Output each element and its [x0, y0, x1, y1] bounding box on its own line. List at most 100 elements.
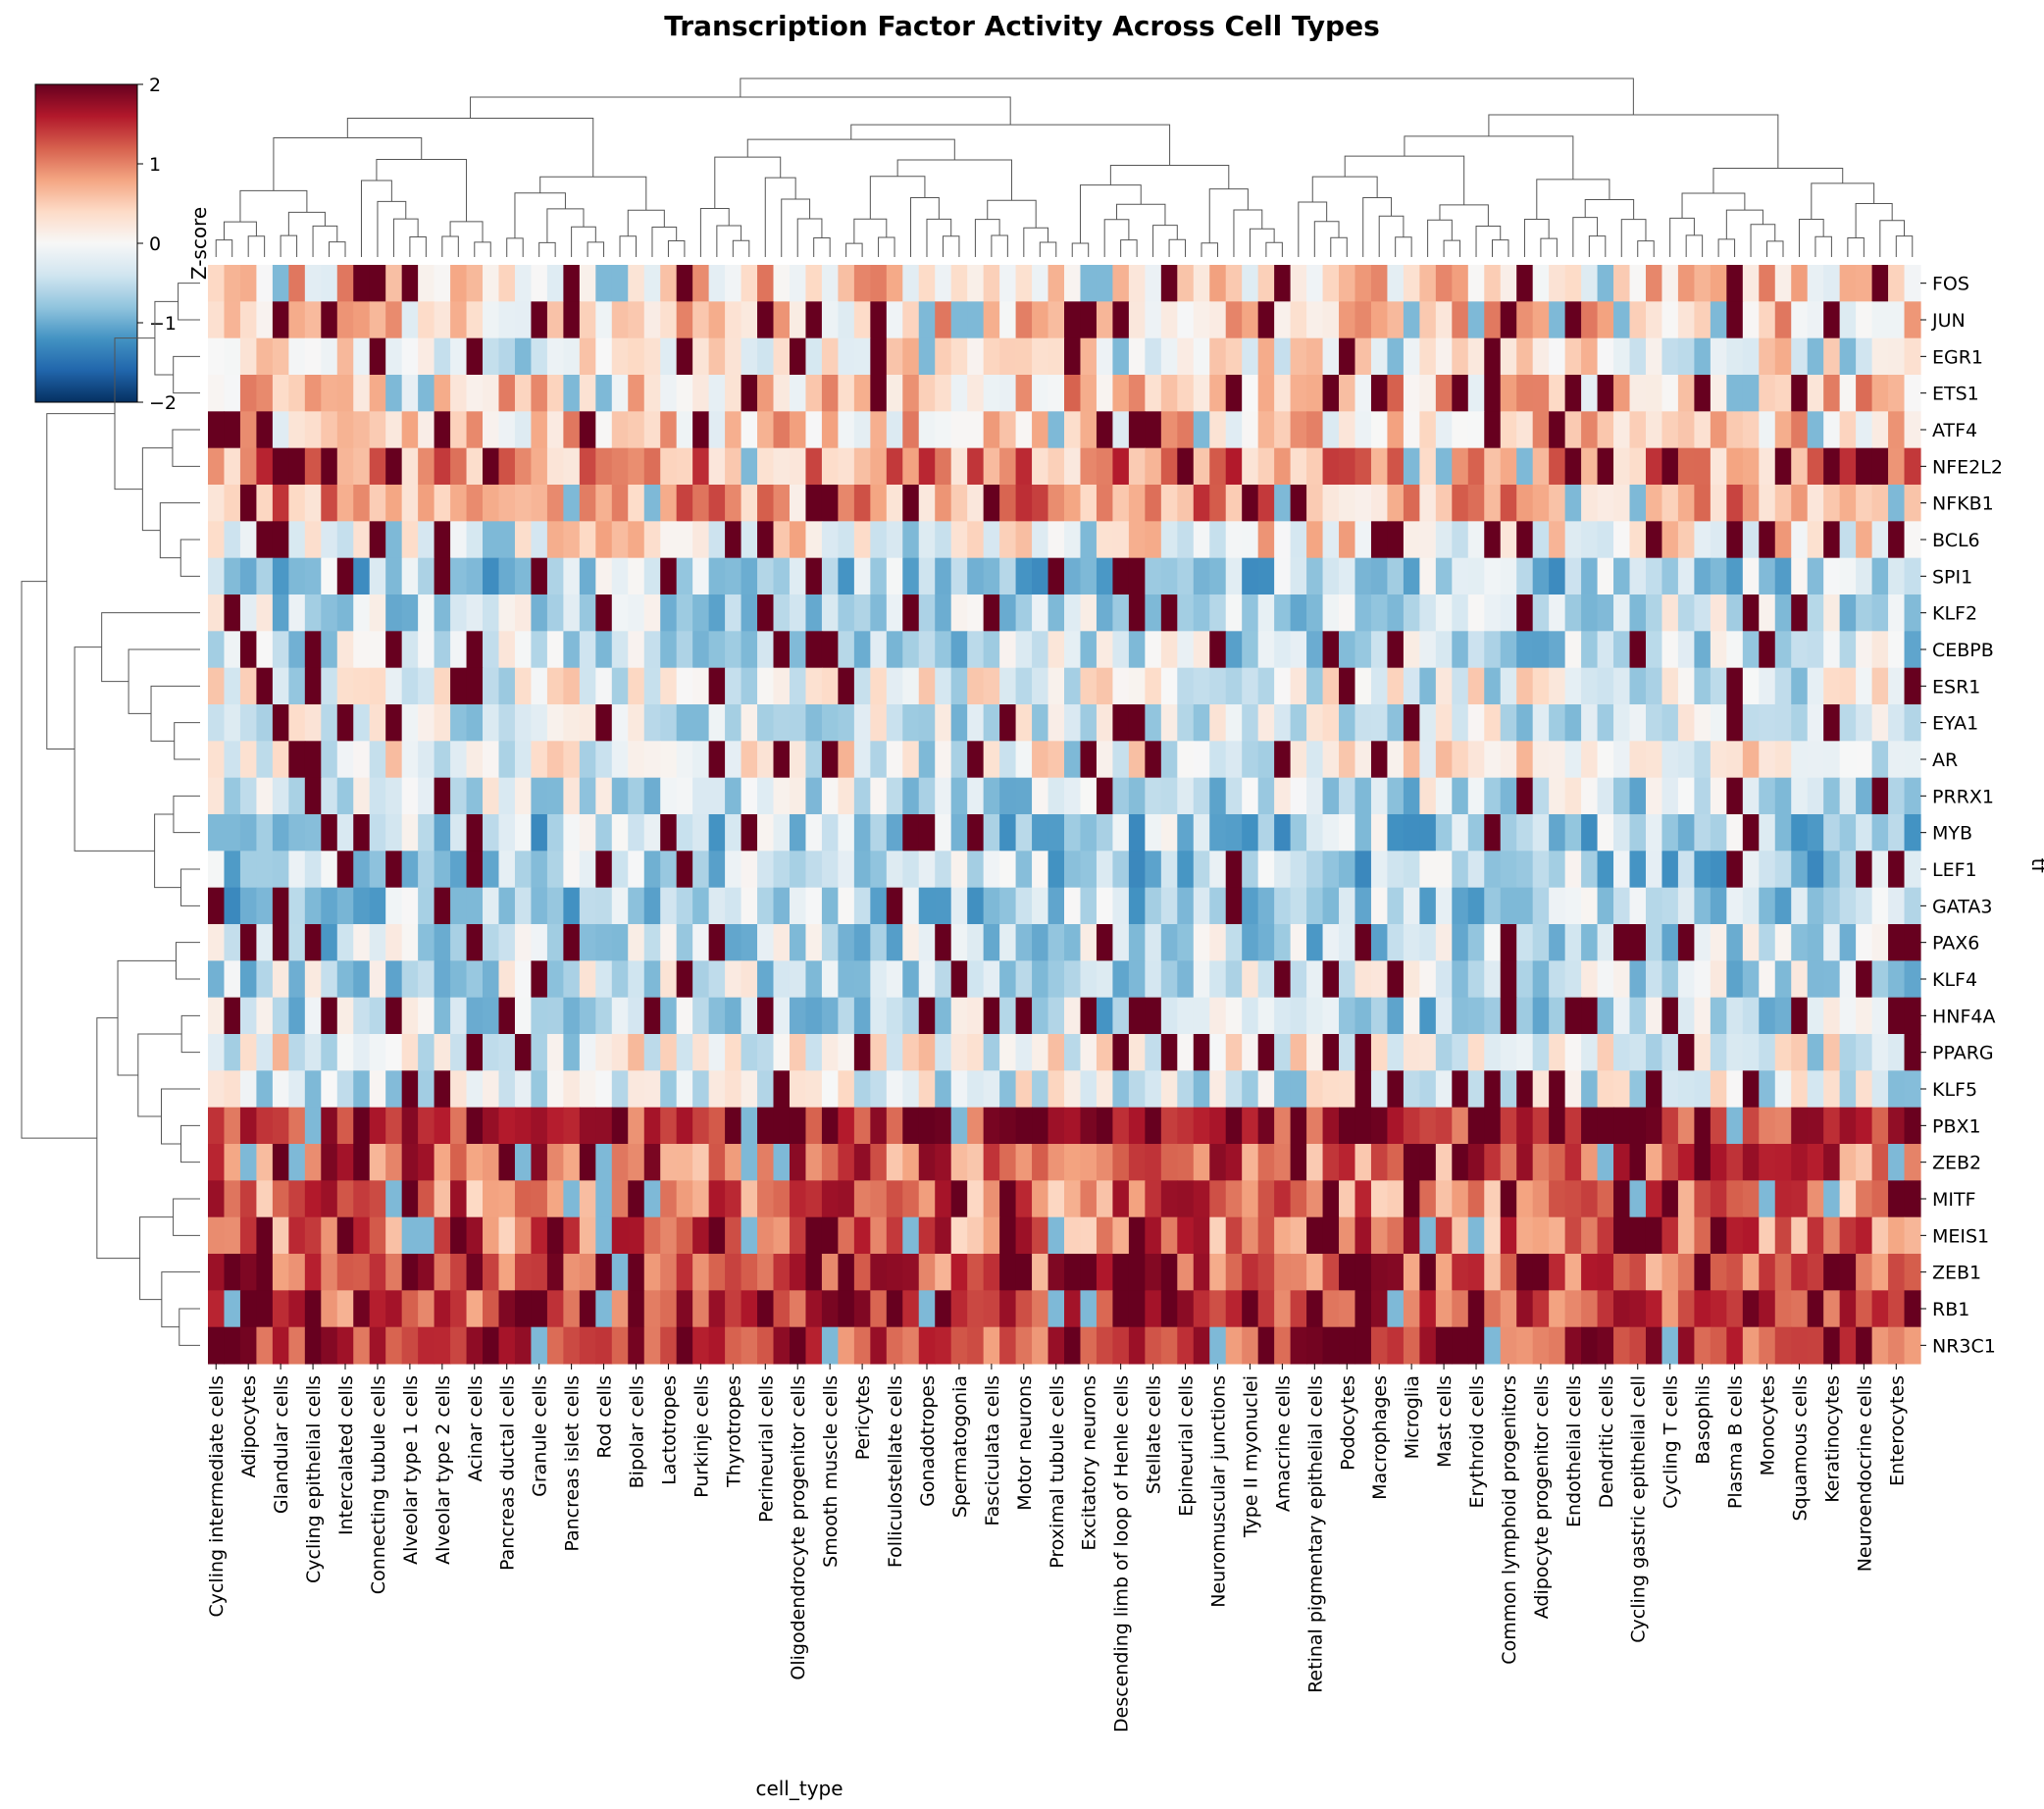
heatmap-cell [838, 741, 855, 779]
heatmap-cell [1354, 631, 1372, 669]
heatmap-cell [321, 1254, 338, 1291]
heatmap-cell [805, 1290, 823, 1328]
heatmap-cell [741, 594, 758, 632]
heatmap-cell [1742, 485, 1760, 522]
heatmap-cell [935, 997, 952, 1035]
heatmap-cell [1435, 1107, 1453, 1145]
heatmap-cell [1274, 667, 1292, 705]
heatmap-cell [1064, 1034, 1082, 1071]
heatmap-cell [1257, 1180, 1275, 1218]
heatmap-cell [1856, 631, 1873, 669]
heatmap-cell [1354, 411, 1372, 449]
heatmap-cell [853, 337, 871, 376]
heatmap-cell [369, 337, 386, 376]
heatmap-cell [1128, 447, 1146, 486]
heatmap-cell [1613, 1254, 1631, 1291]
heatmap-cell [1435, 960, 1453, 999]
heatmap-cell [1177, 521, 1195, 559]
heatmap-cell [1774, 1070, 1792, 1109]
heatmap-cell [1306, 1216, 1324, 1255]
heatmap-cell [1629, 1254, 1647, 1291]
heatmap-cell [1677, 631, 1695, 669]
heatmap-cell [983, 375, 1000, 412]
heatmap-cell [1791, 704, 1809, 742]
heatmap-cell [1823, 1107, 1841, 1145]
heatmap-cell [1856, 265, 1873, 302]
heatmap-cell [401, 265, 419, 302]
dendrogram-link [1523, 218, 1550, 257]
dendrogram-link [1298, 201, 1328, 257]
heatmap-cell [1257, 301, 1275, 339]
heatmap-cell [692, 1180, 710, 1218]
heatmap-cell [773, 1070, 791, 1109]
heatmap-cell [272, 631, 289, 669]
heatmap-cell [1500, 1290, 1517, 1328]
heatmap-cell [692, 447, 710, 486]
heatmap-cell [708, 594, 726, 632]
heatmap-cell [1177, 997, 1195, 1035]
heatmap-cell [725, 851, 742, 889]
heatmap-cell [418, 594, 435, 632]
heatmap-cell [1856, 1144, 1873, 1181]
heatmap-cell [418, 1254, 435, 1291]
heatmap-cell [1015, 557, 1033, 595]
heatmap-cell [950, 301, 968, 339]
heatmap-cell [1904, 704, 1921, 742]
heatmap-cell [1581, 1326, 1599, 1365]
heatmap-cell [1629, 301, 1647, 339]
heatmap-cell [1128, 924, 1146, 961]
heatmap-cell [870, 411, 888, 449]
heatmap-cell [692, 301, 710, 339]
heatmap-cell [676, 301, 693, 339]
heatmap-cell [450, 741, 468, 779]
heatmap-cell [1467, 411, 1485, 449]
heatmap-cell [239, 667, 258, 705]
heatmap-cell [369, 1180, 386, 1218]
heatmap-cell [886, 1216, 903, 1255]
heatmap-cell [1759, 851, 1776, 889]
heatmap-cell [1581, 631, 1599, 669]
heatmap-cell [967, 337, 985, 376]
heatmap-cell [531, 924, 548, 961]
heatmap-cell [1467, 960, 1485, 999]
heatmap-cell [643, 1254, 661, 1291]
heatmap-cell [1710, 777, 1727, 815]
heatmap-cell [1516, 375, 1534, 412]
dendrogram-link [154, 813, 181, 889]
heatmap-cell [1710, 997, 1727, 1035]
heatmap-cell [483, 485, 500, 522]
heatmap-cell [1597, 485, 1614, 522]
heatmap-cell [434, 631, 451, 669]
heatmap-cell [563, 1216, 581, 1255]
heatmap-cell [950, 667, 968, 705]
heatmap-cell [838, 667, 855, 705]
heatmap-cell [1694, 1107, 1712, 1145]
heatmap-cell [483, 1070, 500, 1109]
heatmap-cell [498, 1070, 516, 1109]
colorbar: 210−1−2 Z-score [34, 75, 211, 414]
heatmap-cell [239, 301, 258, 339]
heatmap-cell [1888, 337, 1906, 376]
heatmap-cell [1500, 1034, 1517, 1071]
heatmap-cell [1661, 337, 1679, 376]
heatmap-cell [643, 1144, 661, 1181]
heatmap-cell [1613, 485, 1631, 522]
heatmap-cell [1484, 1326, 1502, 1365]
heatmap-cell [1629, 1290, 1647, 1328]
heatmap-cell [1403, 924, 1420, 961]
heatmap-cell [531, 557, 548, 595]
heatmap-cell [1710, 814, 1727, 852]
heatmap-cell [239, 1290, 258, 1328]
heatmap-cell [1274, 1180, 1292, 1218]
heatmap-cell [1193, 1144, 1210, 1181]
heatmap-cell [304, 1107, 322, 1145]
heatmap-cell [401, 1034, 419, 1071]
heatmap-cell [1290, 411, 1307, 449]
heatmap-cell [950, 411, 968, 449]
heatmap-cell [595, 667, 613, 705]
heatmap-cell [466, 1180, 484, 1218]
heatmap-cell [805, 851, 823, 889]
heatmap-cell [1306, 997, 1324, 1035]
heatmap-cell [1774, 631, 1792, 669]
heatmap-cell [563, 521, 581, 559]
